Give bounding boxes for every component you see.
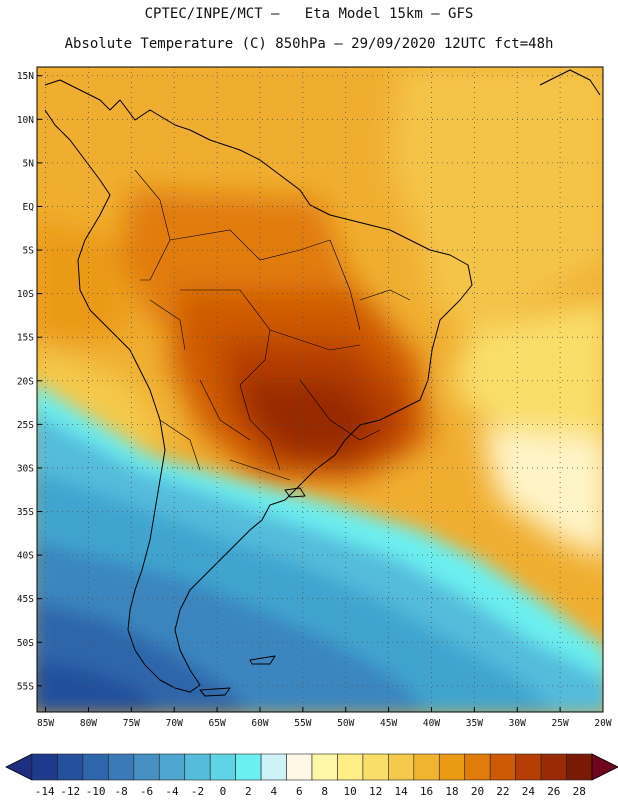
title-line-2: Absolute Temperature (C) 850hPa – 29/09/…	[64, 36, 554, 52]
lon-label: 85W	[37, 718, 54, 729]
colorbar-label: 6	[296, 785, 303, 798]
colorbar-label: -2	[191, 785, 204, 798]
colorbar-over-arrow	[591, 753, 618, 781]
lon-label: 45W	[380, 718, 397, 729]
colorbar-swatch	[235, 753, 262, 781]
colorbar: -14 -12 -10 -8 -6 -4 -2 0 2 4 6 8 10 12 14 16 18 20 22 24 26…	[5, 753, 618, 798]
lon-label: 40W	[423, 718, 440, 729]
colorbar-swatch	[209, 753, 236, 781]
colorbar-swatch	[540, 753, 567, 781]
lat-label: 50S	[17, 638, 34, 649]
colorbar-label: 22	[496, 785, 509, 798]
colorbar-swatch	[184, 753, 211, 781]
colorbar-label: 18	[445, 785, 458, 798]
lon-label: 75W	[123, 718, 140, 729]
lon-label: 55W	[294, 718, 311, 729]
lat-label: 15S	[17, 333, 34, 344]
title-line-1: CPTEC/INPE/MCT – Eta Model 15km – GFS	[144, 6, 474, 22]
colorbar-label: -14	[35, 785, 55, 798]
colorbar-swatch	[413, 753, 440, 781]
coastlines	[44, 69, 601, 697]
lon-label: 30W	[509, 718, 526, 729]
colorbar-label: 26	[547, 785, 560, 798]
colorbar-swatch	[388, 753, 415, 781]
lon-label: 70W	[166, 718, 183, 729]
colorbar-label: -6	[140, 785, 153, 798]
lon-label: 50W	[337, 718, 354, 729]
colorbar-swatch	[286, 753, 313, 781]
colorbar-label: 12	[369, 785, 382, 798]
colorbar-under-arrow	[5, 753, 33, 781]
colorbar-swatch	[31, 753, 58, 781]
longitude-labels: 85W 80W 75W 70W 65W 60W 55W 50W 45W 40W 35W 30W 25W 2…	[37, 707, 612, 729]
lat-label: 10N	[17, 115, 34, 126]
colorbar-swatch	[82, 753, 109, 781]
lat-label: 15N	[17, 71, 34, 82]
colorbar-swatch	[438, 753, 466, 781]
colorbar-swatch	[566, 753, 593, 781]
map-frame	[36, 66, 604, 713]
colorbar-label: 16	[420, 785, 433, 798]
colorbar-swatch	[515, 753, 542, 781]
colorbar-swatch	[464, 753, 491, 781]
lat-label: 40S	[17, 551, 34, 562]
lat-label: 30S	[17, 463, 34, 474]
colorbar-swatch	[260, 753, 287, 781]
colorbar-swatch	[158, 753, 186, 781]
lon-label: 25W	[552, 718, 569, 729]
colorbar-swatch	[57, 753, 84, 781]
colorbar-label: 20	[471, 785, 484, 798]
colorbar-swatch	[108, 753, 135, 781]
colorbar-swatch	[133, 753, 160, 781]
lat-label: 35S	[17, 507, 34, 518]
lon-label: 35W	[466, 718, 483, 729]
country-borders	[134, 169, 411, 481]
colorbar-swatch	[337, 753, 364, 781]
colorbar-label: 2	[245, 785, 252, 798]
colorbar-swatch	[311, 753, 338, 781]
lon-label: 20W	[594, 718, 611, 729]
lon-label: 60W	[251, 718, 268, 729]
latitude-labels: 15N 10N 5N EQ 5S 10S 15S 20S 25S 30S 35S 40S 45S 50S 5…	[17, 71, 42, 692]
colorbar-label: 8	[321, 785, 328, 798]
colorbar-swatch	[489, 753, 516, 781]
lat-label: 20S	[17, 376, 34, 387]
lat-label: 55S	[17, 681, 34, 692]
lon-label: 65W	[209, 718, 226, 729]
colorbar-label: -12	[60, 785, 80, 798]
colorbar-label: 4	[271, 785, 278, 798]
colorbar-swatch	[362, 753, 389, 781]
colorbar-label: -10	[86, 785, 106, 798]
colorbar-label: 28	[573, 785, 586, 798]
colorbar-label: 24	[522, 785, 536, 798]
colorbar-label: -4	[165, 785, 179, 798]
lon-label: 80W	[80, 718, 97, 729]
lat-label: 5N	[23, 158, 35, 169]
lat-label: 10S	[17, 289, 34, 300]
lat-label: 45S	[17, 594, 34, 605]
colorbar-label: 14	[394, 785, 408, 798]
lat-label: EQ	[23, 202, 35, 213]
lat-label: 25S	[17, 420, 34, 431]
colorbar-label: 0	[220, 785, 227, 798]
colorbar-label: -8	[114, 785, 127, 798]
colorbar-label: 10	[344, 785, 357, 798]
lat-label: 5S	[23, 246, 35, 257]
